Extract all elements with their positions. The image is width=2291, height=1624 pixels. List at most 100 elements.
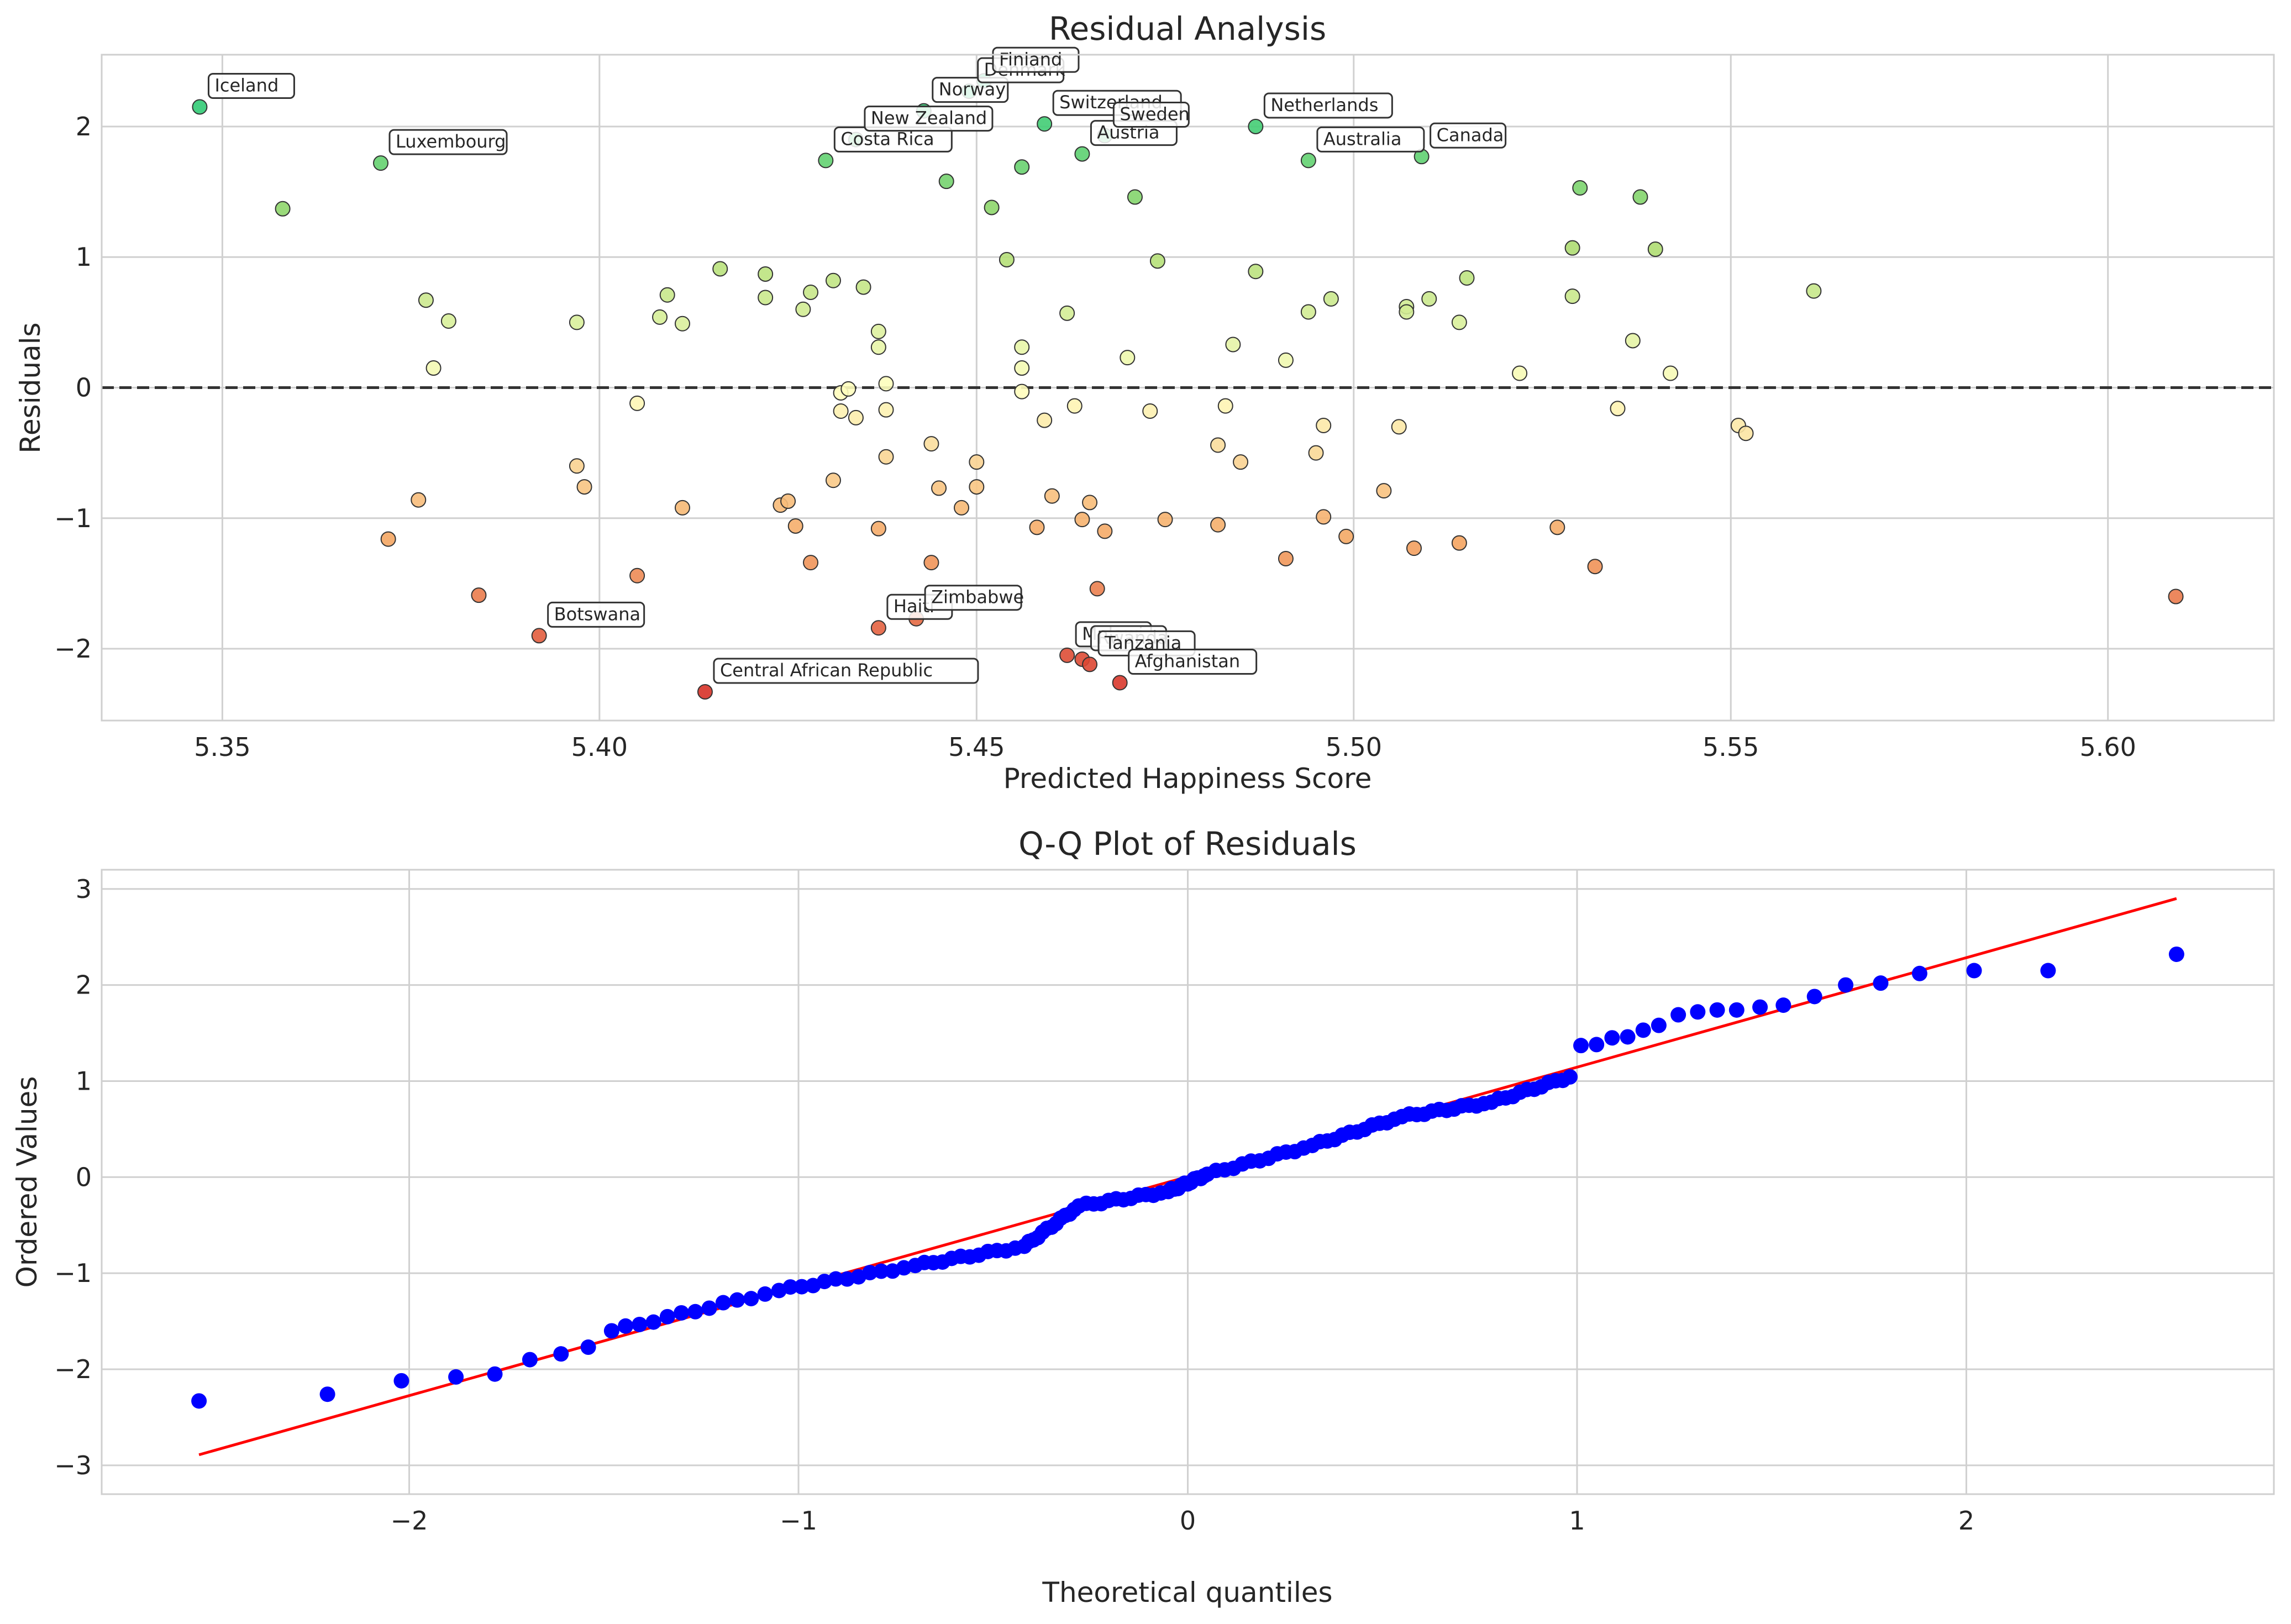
residual-point [1663, 365, 1679, 381]
annotation-box [1430, 122, 1507, 149]
qq-xtick-label: 1 [1569, 1506, 1585, 1536]
residual-ytick-label: −1 [54, 503, 92, 533]
residual-point [1647, 241, 1663, 257]
residual-point [569, 458, 585, 474]
residual-point [1014, 360, 1030, 376]
residual-point [870, 339, 886, 355]
residual-point [780, 493, 796, 509]
residual-ticks: 5.35 5.40 5.45 5.50 5.55 5.60 −2 −1 0 1 2 [54, 112, 2136, 762]
residual-point [373, 155, 389, 171]
residual-point [818, 153, 834, 169]
qq-point [487, 1366, 503, 1382]
residual-point [1066, 398, 1083, 414]
qq-ytick-label: 3 [76, 874, 92, 904]
country-label: Luxembourg [396, 131, 506, 152]
residual-point [1587, 559, 1603, 575]
residual-point [1157, 512, 1173, 528]
qq-point [1690, 1004, 1706, 1020]
residual-point [984, 199, 1000, 216]
residual-point [1120, 350, 1136, 366]
qq-point [1573, 1038, 1589, 1054]
residual-point [931, 480, 947, 496]
qq-ticks: −2 −1 0 1 2 −3 −2 −1 0 1 2 3 [54, 874, 1974, 1536]
residual-point [870, 323, 886, 339]
qq-point [448, 1369, 464, 1385]
annotation-box [1128, 648, 1258, 675]
country-label: New Zealand [871, 108, 987, 129]
qq-point [873, 1263, 889, 1279]
annotation-box [1316, 126, 1425, 153]
qq-point [1604, 1030, 1620, 1046]
residual-point [1376, 483, 1392, 499]
annotation-box [924, 585, 1022, 611]
residual-point [380, 531, 396, 547]
residual-point [923, 555, 939, 571]
residual-point [1572, 180, 1588, 196]
residual-point [1037, 412, 1053, 428]
residual-point [758, 290, 774, 306]
residual-point [1248, 264, 1264, 280]
qq-point [1620, 1029, 1636, 1045]
qq-xtick-label: 2 [1958, 1506, 1974, 1536]
residual-point [787, 518, 803, 534]
qq-point [2040, 963, 2056, 979]
residual-point [1399, 304, 1415, 320]
residual-point [1217, 398, 1233, 414]
qq-point [1635, 1022, 1651, 1038]
residual-point [803, 285, 819, 301]
residual-point [969, 454, 985, 470]
residual-point [1082, 495, 1098, 511]
residual-point [418, 292, 434, 308]
country-label: Canada [1437, 124, 1504, 145]
qq-point [674, 1305, 690, 1321]
qq-point [862, 1265, 878, 1281]
qq-point [1752, 999, 1768, 1015]
residual-point [1451, 535, 1467, 551]
residual-point [1451, 314, 1467, 330]
residual-point [1738, 425, 1754, 442]
qq-point [2168, 946, 2184, 962]
residual-point [275, 201, 291, 217]
residual-ytick-label: 1 [76, 242, 92, 272]
residual-point [1549, 519, 1565, 535]
residual-point [758, 266, 774, 282]
qq-point [757, 1286, 773, 1302]
country-label: Sweden [1120, 103, 1189, 124]
residual-xtick-label: 5.50 [1326, 732, 1382, 762]
residual-title: Residual Analysis [1049, 10, 1326, 48]
annotation-box [713, 658, 979, 684]
residual-point [1278, 352, 1294, 368]
residual-ytick-label: 2 [76, 112, 92, 141]
qq-point [1562, 1069, 1578, 1085]
residual-point [840, 381, 857, 397]
qq-point [191, 1393, 207, 1409]
qq-xtick-label: 0 [1180, 1506, 1196, 1536]
residual-point [1459, 270, 1475, 286]
qq-point [393, 1373, 409, 1389]
residual-xtick-label: 5.45 [948, 732, 1005, 762]
residual-point [1610, 401, 1626, 417]
qq-point [828, 1271, 844, 1287]
qq-point [1838, 977, 1854, 993]
residual-point [878, 449, 894, 465]
country-label: Netherlands [1270, 94, 1378, 115]
qq-point [794, 1279, 810, 1295]
residual-point [1149, 253, 1165, 269]
residual-point [1421, 291, 1437, 307]
qq-point [1806, 989, 1822, 1005]
residual-point [1089, 581, 1105, 597]
residual-point [1059, 647, 1075, 663]
residual-point [697, 684, 713, 700]
residual-plot-frame [101, 54, 2275, 722]
qq-point [580, 1339, 596, 1355]
qq-xlabel: Theoretical quantiles [1042, 1576, 1332, 1609]
country-label: Afghanistan [1135, 650, 1241, 671]
residual-point [569, 314, 585, 330]
annotation-box [864, 106, 994, 132]
residual-point [848, 409, 864, 425]
residual-point [999, 251, 1015, 267]
residual-ytick-label: −2 [54, 634, 92, 664]
residual-point [1142, 403, 1158, 419]
residual-point [1316, 509, 1332, 525]
residual-point [833, 403, 849, 419]
